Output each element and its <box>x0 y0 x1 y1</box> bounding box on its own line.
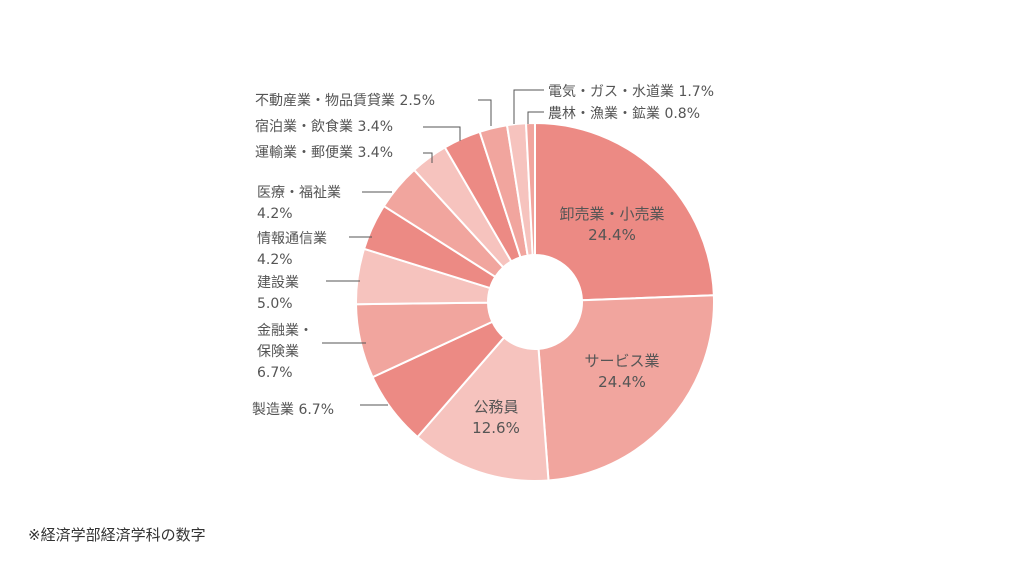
leader-10 <box>423 126 461 141</box>
slice-1 <box>534 121 715 302</box>
slice-label-7: 情報通信業 4.2% <box>257 231 327 268</box>
leader-12 <box>513 89 544 124</box>
slice-label-11: 不動産業・物品賃貸業 2.5% <box>255 93 435 109</box>
leader-9 <box>423 152 433 163</box>
slice-label-12: 電気・ガス・水道業 1.7% <box>548 84 714 100</box>
slice-2 <box>537 294 715 482</box>
slice-3 <box>416 336 550 482</box>
slice-13 <box>524 121 536 257</box>
slice-label-6: 建設業 5.0% <box>257 275 299 312</box>
slice-label-9: 運輸業・郵便業 3.4% <box>255 145 393 161</box>
slice-label-1: 卸売業・小売業 24.4% <box>559 205 664 244</box>
slice-label-10: 宿泊業・飲食業 3.4% <box>255 118 393 135</box>
slice-label-3: 公務員 12.6% <box>472 398 520 437</box>
slice-label-2: サービス業 24.4% <box>584 352 659 391</box>
leader-11 <box>478 99 492 126</box>
footnote: ※経済学部経済学科の数字 <box>28 526 206 544</box>
slice-label-13: 農林・漁業・鉱業 0.8% <box>548 105 700 122</box>
slice-label-4: 製造業 6.7% <box>252 402 334 418</box>
slice-label-5: 金融業・保険業 6.7% <box>257 323 313 381</box>
slice-label-8: 医療・福祉業 4.2% <box>257 184 341 222</box>
leader-13 <box>527 111 544 124</box>
